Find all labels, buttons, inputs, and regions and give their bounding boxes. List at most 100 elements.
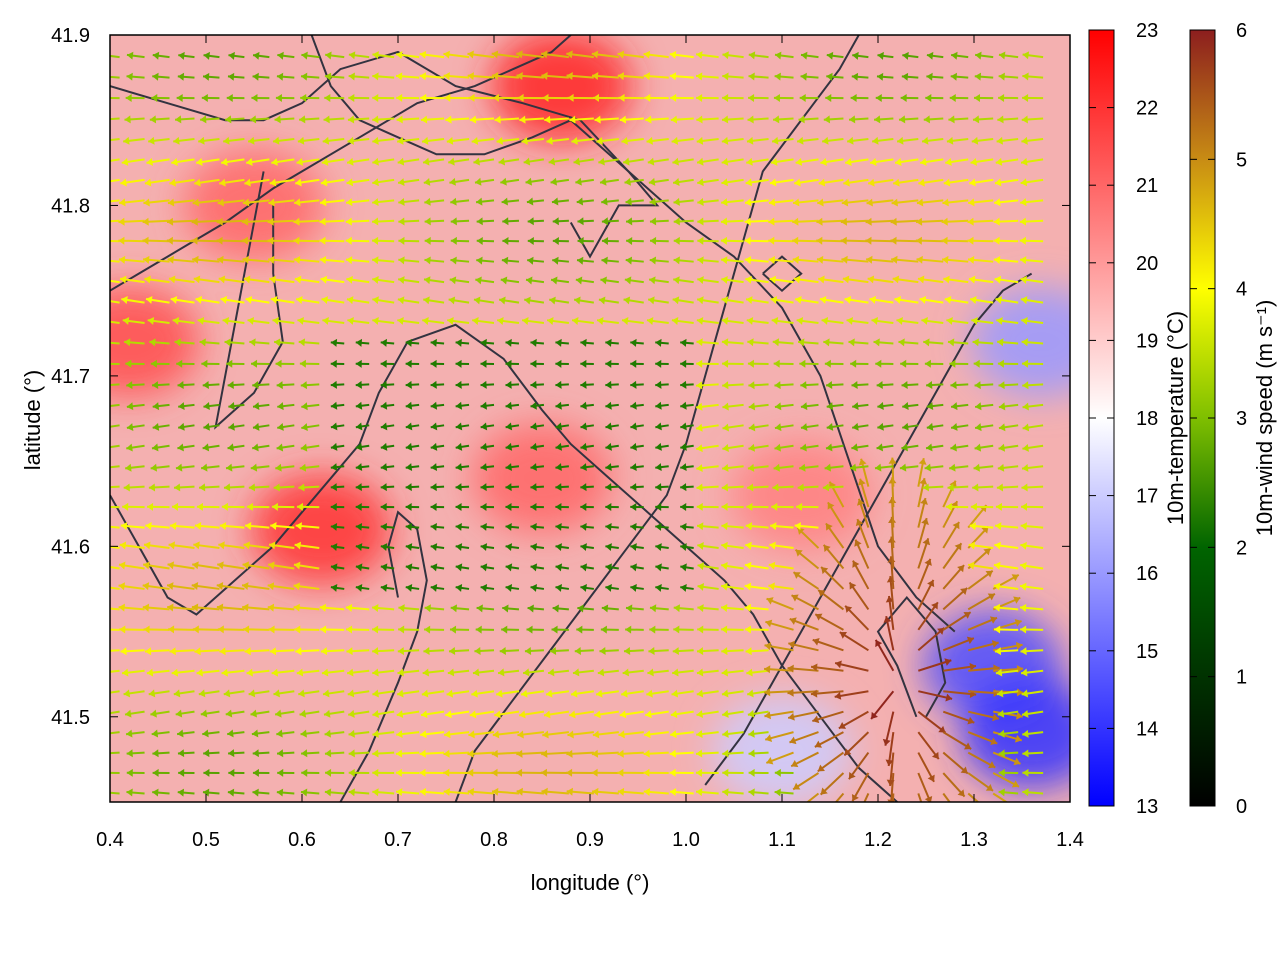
wind-vector	[575, 177, 594, 186]
wind-vector	[876, 381, 894, 390]
wind-vector	[967, 616, 998, 631]
wind-vector	[542, 93, 569, 102]
wind-vector	[822, 483, 844, 492]
wind-vector	[348, 72, 370, 81]
wind-vector	[398, 256, 420, 265]
wind-vector	[449, 276, 470, 285]
wind-vector	[121, 296, 145, 304]
wind-vector	[826, 72, 844, 81]
wind-vector	[430, 502, 445, 511]
wind-vector	[142, 236, 170, 245]
wind-vector	[670, 93, 694, 102]
wind-vector	[355, 359, 370, 368]
wind-vector	[886, 752, 895, 787]
wind-vector	[646, 136, 669, 145]
contour-line	[310, 35, 956, 633]
wind-vector	[530, 338, 545, 347]
wind-vector	[680, 401, 694, 410]
wind-vector	[110, 586, 120, 590]
wind-vector	[794, 178, 819, 187]
wind-vector	[919, 158, 944, 166]
wind-vector	[217, 198, 245, 207]
wind-vector	[973, 463, 994, 472]
wind-vector	[398, 604, 420, 613]
wind-vector	[619, 115, 644, 124]
wind-vector	[277, 768, 295, 777]
wind-vector	[875, 359, 894, 368]
wind-vector	[617, 749, 644, 758]
wind-vector	[1020, 157, 1044, 166]
wind-vector	[419, 768, 445, 777]
wind-vector	[295, 647, 320, 656]
wind-vector	[173, 689, 195, 698]
wind-vector	[380, 442, 395, 451]
wind-vector	[621, 136, 644, 145]
wind-vector	[168, 541, 195, 550]
wind-vector	[747, 709, 769, 718]
wind-vector	[467, 787, 495, 796]
wind-vector	[424, 625, 445, 634]
wind-vector	[221, 668, 245, 677]
wind-vector	[323, 115, 345, 124]
wind-vector	[1022, 51, 1044, 60]
wind-vector	[423, 296, 445, 305]
wind-vector	[530, 401, 545, 410]
wind-vector	[176, 729, 195, 738]
wind-vector	[744, 217, 769, 226]
wind-vector	[446, 689, 470, 698]
wind-vector	[269, 275, 295, 284]
wind-vector	[891, 793, 895, 802]
wind-vector	[423, 177, 445, 186]
wind-vector	[473, 296, 495, 305]
wind-vector	[571, 317, 594, 325]
wind-vector	[594, 115, 619, 124]
wind-vector	[722, 51, 744, 60]
wind-vector	[480, 463, 495, 472]
wind-vector	[816, 255, 844, 264]
wind-vector	[372, 236, 395, 245]
wind-vector	[227, 729, 245, 738]
wind-vector	[450, 604, 470, 613]
wind-vector	[869, 295, 894, 304]
wind-vector	[891, 255, 919, 264]
wind-vector	[851, 443, 869, 452]
wind-vector	[848, 581, 870, 610]
wind-vector	[649, 217, 669, 226]
wind-vector	[252, 72, 270, 81]
wind-vector	[573, 157, 594, 166]
wind-vector	[721, 115, 744, 124]
wind-vector	[252, 788, 270, 797]
wind-vector	[110, 710, 120, 715]
wind-vector	[851, 381, 869, 390]
wind-vector	[177, 381, 195, 390]
wind-vector	[347, 689, 370, 698]
wind-vector	[372, 136, 395, 145]
wind-vector	[555, 522, 569, 531]
wind-vector	[126, 381, 145, 390]
wind-vector	[567, 93, 594, 102]
wind-vector	[941, 217, 969, 226]
wind-vector	[147, 317, 170, 325]
wind-vector	[1022, 729, 1044, 738]
wind-vector	[221, 502, 245, 511]
wind-vector	[772, 483, 794, 492]
wind-vector	[851, 72, 869, 81]
wind-vector	[774, 51, 794, 60]
wind-vector	[176, 93, 195, 102]
wind-vector	[696, 464, 719, 473]
wind-vector	[973, 359, 994, 368]
wind-vector	[118, 561, 145, 570]
wind-vector	[173, 136, 195, 145]
wind-vector	[695, 768, 719, 777]
wind-vector	[625, 625, 644, 634]
wind-vector	[530, 463, 545, 472]
wind-vector	[822, 136, 844, 145]
wind-vector	[203, 402, 220, 410]
wind-vector	[644, 730, 669, 739]
wind-vector	[555, 463, 569, 472]
wind-vector	[395, 50, 420, 59]
wind-vector	[246, 158, 270, 166]
x-tick-label: 1.3	[960, 829, 988, 851]
x-axis-ticks: 0.4 0.5 0.6 0.7 0.8 0.9 1.0 1.1 1.2 1.3 1.4	[96, 35, 1084, 851]
wind-vector	[252, 749, 270, 758]
